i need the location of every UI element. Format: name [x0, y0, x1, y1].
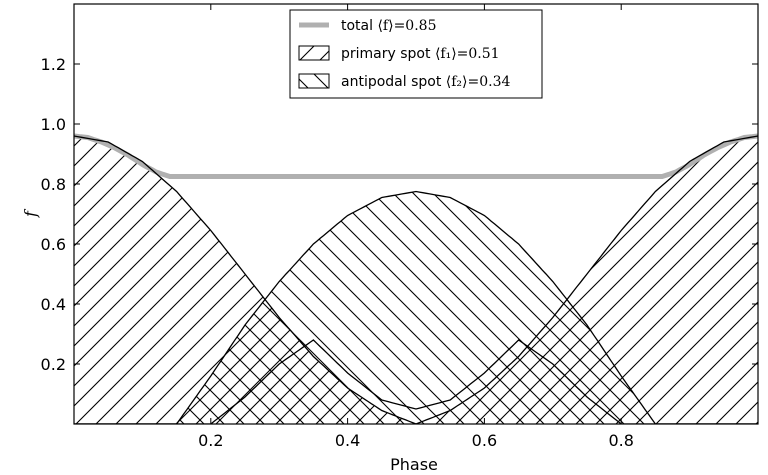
x-axis-label: Phase [390, 455, 438, 474]
total-line [74, 133, 758, 179]
y-axis: 0.2 0.4 0.6 0.8 1.0 1.2 [41, 55, 758, 374]
antipodal-spot-outline [74, 190, 758, 424]
y-axis-label: f [21, 208, 40, 218]
x-tick-label: 0.4 [335, 431, 360, 450]
legend-swatch-primary-spot [298, 45, 330, 61]
x-tick-label: 0.8 [608, 431, 633, 450]
y-tick-label: 0.6 [41, 235, 66, 254]
antipodal-spot-area [74, 191, 758, 424]
legend-label-primary-spot: primary spot ⟨f₁⟩=0.51 [341, 46, 500, 62]
x-tick-label: 0.2 [198, 431, 223, 450]
plot-frame [73, 3, 759, 425]
legend: total ⟨f⟩=0.85 primary spot ⟨f₁⟩=0.51 anti… [289, 9, 543, 99]
primary-spot-outline [74, 135, 758, 424]
legend-label-total: total ⟨f⟩=0.85 [341, 18, 436, 34]
x-axis: 0.2 0.4 0.6 0.8 [198, 4, 634, 450]
overlap-boundary-curve [74, 339, 758, 424]
y-tick-label: 0.2 [41, 355, 66, 374]
y-tick-label: 0.4 [41, 295, 66, 314]
legend-label-antipodal-spot: antipodal spot ⟨f₂⟩=0.34 [341, 74, 510, 90]
y-tick-label: 1.0 [41, 115, 66, 134]
plot-area [74, 133, 758, 424]
legend-swatch-antipodal-spot [298, 73, 330, 89]
x-tick-label: 0.6 [472, 431, 497, 450]
legend-box [289, 9, 543, 99]
y-tick-label: 1.2 [41, 55, 66, 74]
y-tick-label: 0.8 [41, 175, 66, 194]
